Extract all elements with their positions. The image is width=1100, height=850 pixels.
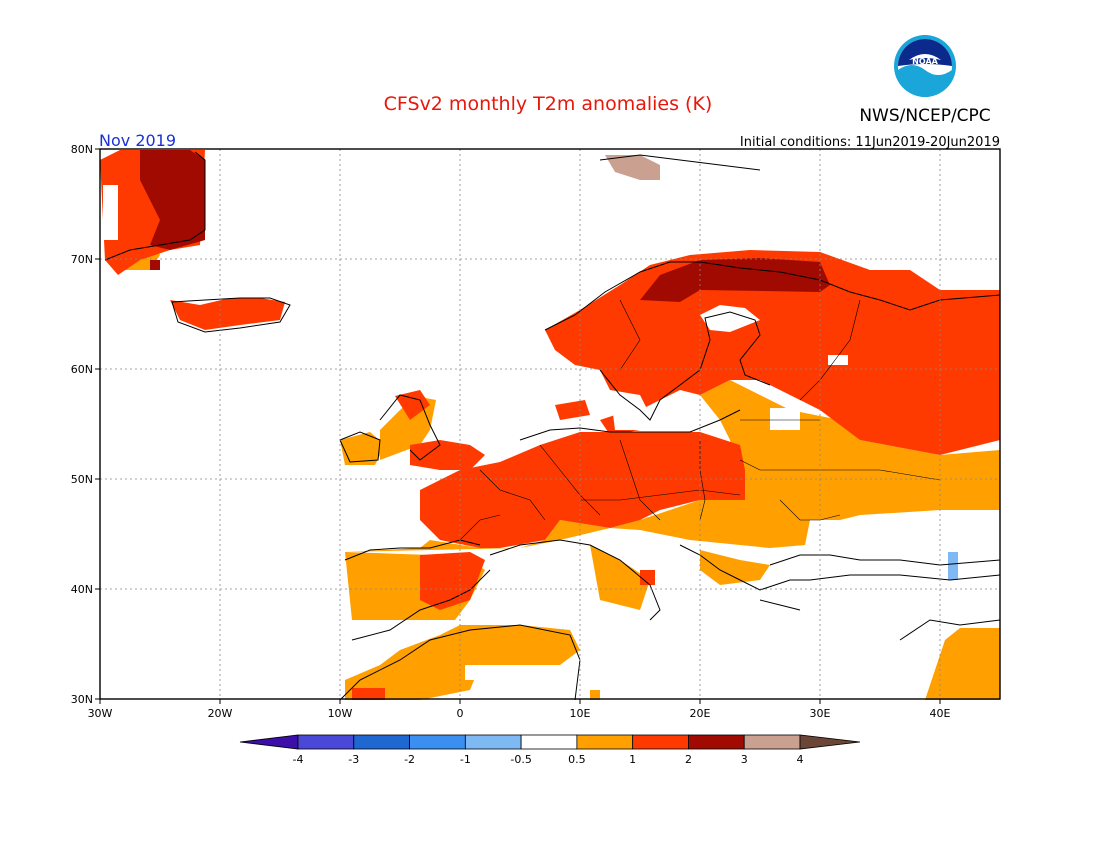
colorbar-label: 1 — [629, 753, 636, 766]
map-frame — [99, 148, 1001, 700]
map-area: 30W 20W 10W 0 10E 20E 30E 40E 30N 40N 50N 60N 70N 80N — [71, 143, 1001, 720]
x-tick-label: 20W — [208, 707, 233, 720]
anomaly-3-4-region — [605, 155, 660, 180]
colorbar-arrow-high — [799, 734, 861, 750]
colorbar-label: -2 — [404, 753, 415, 766]
anomaly-2-3-region — [140, 150, 830, 302]
axis-ticks: 30W 20W 10W 0 10E 20E 30E 40E 30N 40N 50N 60N 70N 80N — [71, 143, 951, 720]
colorbar: -4 -3 -2 -1 -0.5 0.5 1 2 3 4 — [239, 734, 861, 766]
x-tick-label: 30W — [88, 707, 113, 720]
colorbar-segment — [576, 734, 634, 750]
x-tick-label: 0 — [457, 707, 464, 720]
x-tick-label: 40E — [930, 707, 951, 720]
colorbar-segment — [353, 734, 410, 750]
noaa-logo: NOAA — [894, 35, 956, 97]
anomaly-neg-region — [948, 552, 958, 580]
near-normal-gaps — [103, 185, 848, 680]
anomaly-fills — [100, 150, 1000, 700]
colorbar-label: -4 — [293, 753, 304, 766]
colorbar-segment — [409, 734, 466, 750]
anomaly-1-2-region — [100, 150, 1000, 700]
logo-text: NOAA — [912, 57, 938, 66]
graticule — [100, 149, 1000, 699]
x-tick-label: 10E — [570, 707, 591, 720]
colorbar-label: 0.5 — [568, 753, 586, 766]
y-tick-label: 80N — [71, 143, 93, 156]
y-tick-label: 40N — [71, 583, 93, 596]
x-tick-label: 20E — [690, 707, 711, 720]
initial-conditions: Initial conditions: 11Jun2019-20Jun2019 — [740, 135, 1000, 150]
y-tick-label: 70N — [71, 253, 93, 266]
y-tick-label: 60N — [71, 363, 93, 376]
anomaly-0.5-1-region — [116, 170, 1000, 700]
agency-label: NWS/NCEP/CPC — [859, 106, 990, 126]
colorbar-label: -0.5 — [510, 753, 531, 766]
map-title: CFSv2 monthly T2m anomalies (K) — [384, 93, 713, 115]
colorbar-segment — [520, 734, 578, 750]
coastlines — [104, 151, 1001, 701]
colorbar-segment — [632, 734, 689, 750]
colorbar-label: 4 — [797, 753, 804, 766]
colorbar-arrow-low — [239, 734, 299, 750]
colorbar-segment — [297, 734, 355, 750]
x-tick-label: 30E — [810, 707, 831, 720]
country-borders — [459, 299, 941, 541]
y-tick-label: 30N — [71, 693, 93, 706]
colorbar-label: -1 — [460, 753, 471, 766]
colorbar-segment — [688, 734, 745, 750]
x-tick-label: 10W — [328, 707, 353, 720]
forecast-month: Nov 2019 — [99, 131, 176, 150]
colorbar-segment — [464, 734, 522, 750]
colorbar-label: 3 — [741, 753, 748, 766]
y-tick-label: 50N — [71, 473, 93, 486]
colorbar-label: -3 — [348, 753, 359, 766]
colorbar-segment — [743, 734, 801, 750]
colorbar-label: 2 — [685, 753, 692, 766]
